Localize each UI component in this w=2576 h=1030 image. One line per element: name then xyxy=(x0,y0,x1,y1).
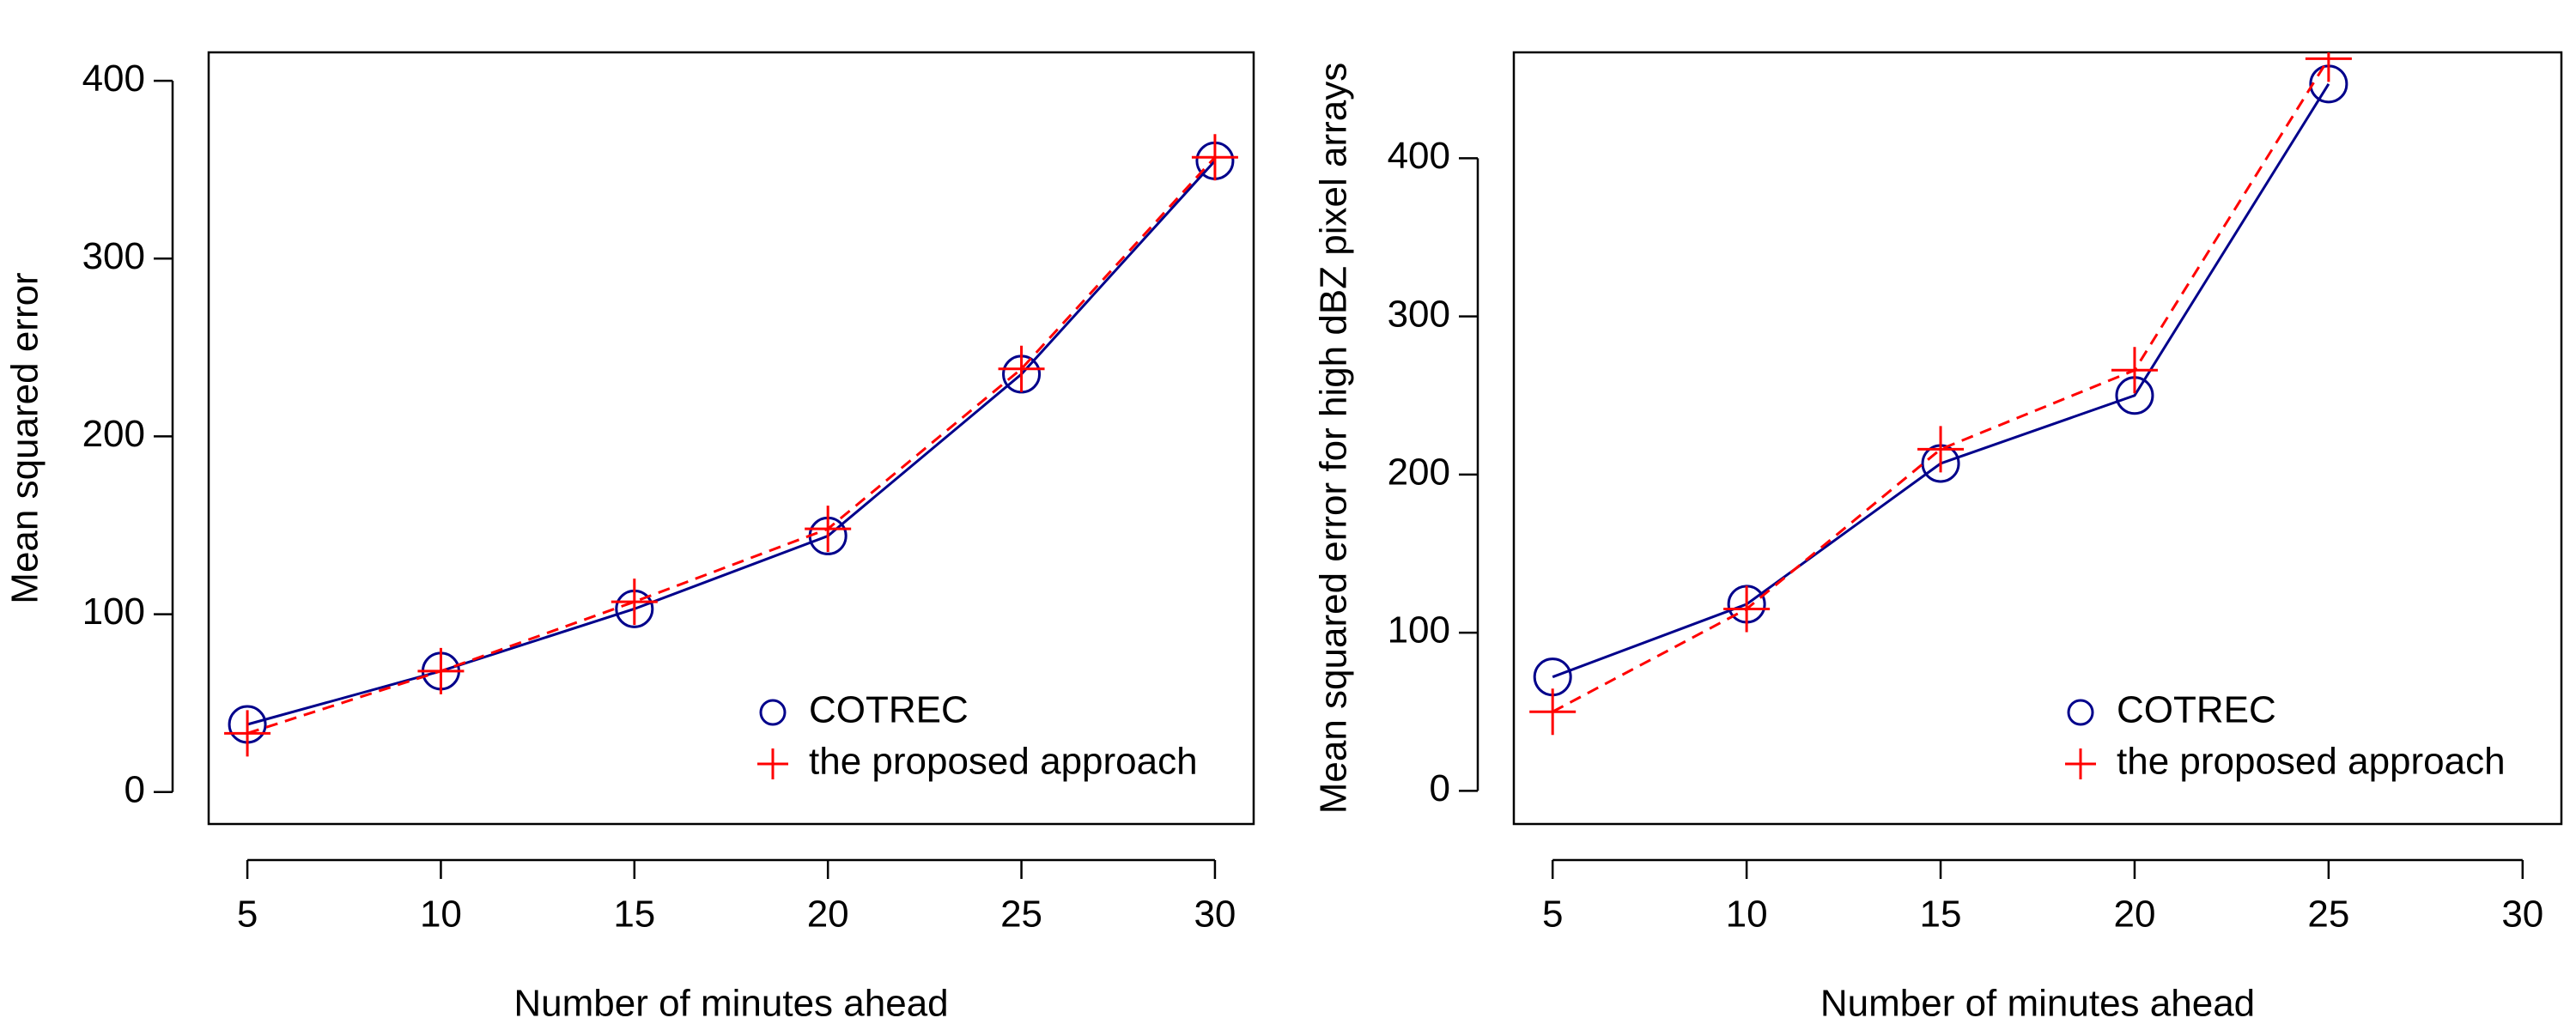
y-tick-label: 300 xyxy=(82,235,145,277)
y-axis-label: Mean squared error for high dBZ pixel ar… xyxy=(1313,63,1355,815)
marker xyxy=(224,710,271,757)
marker xyxy=(1723,585,1771,633)
series-line xyxy=(1552,58,2330,713)
legend-label: the proposed approach xyxy=(809,741,1198,783)
y-axis-label: Mean squared error xyxy=(4,272,46,603)
y-tick-label: 200 xyxy=(1388,451,1450,493)
series-line xyxy=(1552,83,2330,679)
y-tick-label: 100 xyxy=(82,591,145,633)
x-tick-label: 30 xyxy=(1194,894,1236,936)
x-tick-label: 25 xyxy=(1000,894,1042,936)
plot-area xyxy=(224,134,1238,757)
x-tick-label: 10 xyxy=(420,894,462,936)
marker xyxy=(1191,134,1238,181)
y-tick-label: 0 xyxy=(125,768,145,810)
y-tick-label: 400 xyxy=(1388,135,1450,177)
x-tick-label: 5 xyxy=(1542,894,1563,936)
plot-frame xyxy=(207,51,1255,826)
legend-marker xyxy=(2065,748,2096,779)
legend-marker xyxy=(757,748,788,779)
marker xyxy=(1529,688,1577,736)
y-tick-label: 100 xyxy=(1388,609,1450,651)
y-tick-label: 200 xyxy=(82,413,145,455)
marker xyxy=(1917,426,1965,473)
x-tick-label: 15 xyxy=(1920,894,1962,936)
legend-label: the proposed approach xyxy=(2117,741,2506,783)
marker xyxy=(611,579,658,626)
series-line xyxy=(246,160,1217,726)
x-tick-label: 20 xyxy=(2113,894,2155,936)
x-tick-label: 25 xyxy=(2307,894,2349,936)
y-tick-label: 400 xyxy=(82,58,145,100)
x-tick-label: 20 xyxy=(807,894,849,936)
x-axis-label: Number of minutes ahead xyxy=(1820,983,2255,1025)
x-tick-label: 10 xyxy=(1726,894,1768,936)
y-tick-label: 0 xyxy=(1430,767,1450,809)
y-tick-label: 300 xyxy=(1388,293,1450,335)
marker xyxy=(2111,347,2158,394)
marker xyxy=(805,506,852,553)
legend-label: COTREC xyxy=(2117,689,2276,731)
plot-area xyxy=(1529,52,2352,736)
marker xyxy=(2305,52,2352,82)
marker xyxy=(417,647,465,694)
x-tick-label: 30 xyxy=(2501,894,2543,936)
x-tick-label: 5 xyxy=(237,894,258,936)
x-tick-label: 15 xyxy=(613,894,655,936)
x-axis-label: Number of minutes ahead xyxy=(513,983,948,1025)
legend-marker xyxy=(2067,699,2094,726)
legend-label: COTREC xyxy=(809,689,969,731)
plot-frame xyxy=(1512,51,2563,826)
marker xyxy=(998,345,1045,392)
series-line xyxy=(246,156,1217,735)
legend-marker xyxy=(759,699,787,726)
